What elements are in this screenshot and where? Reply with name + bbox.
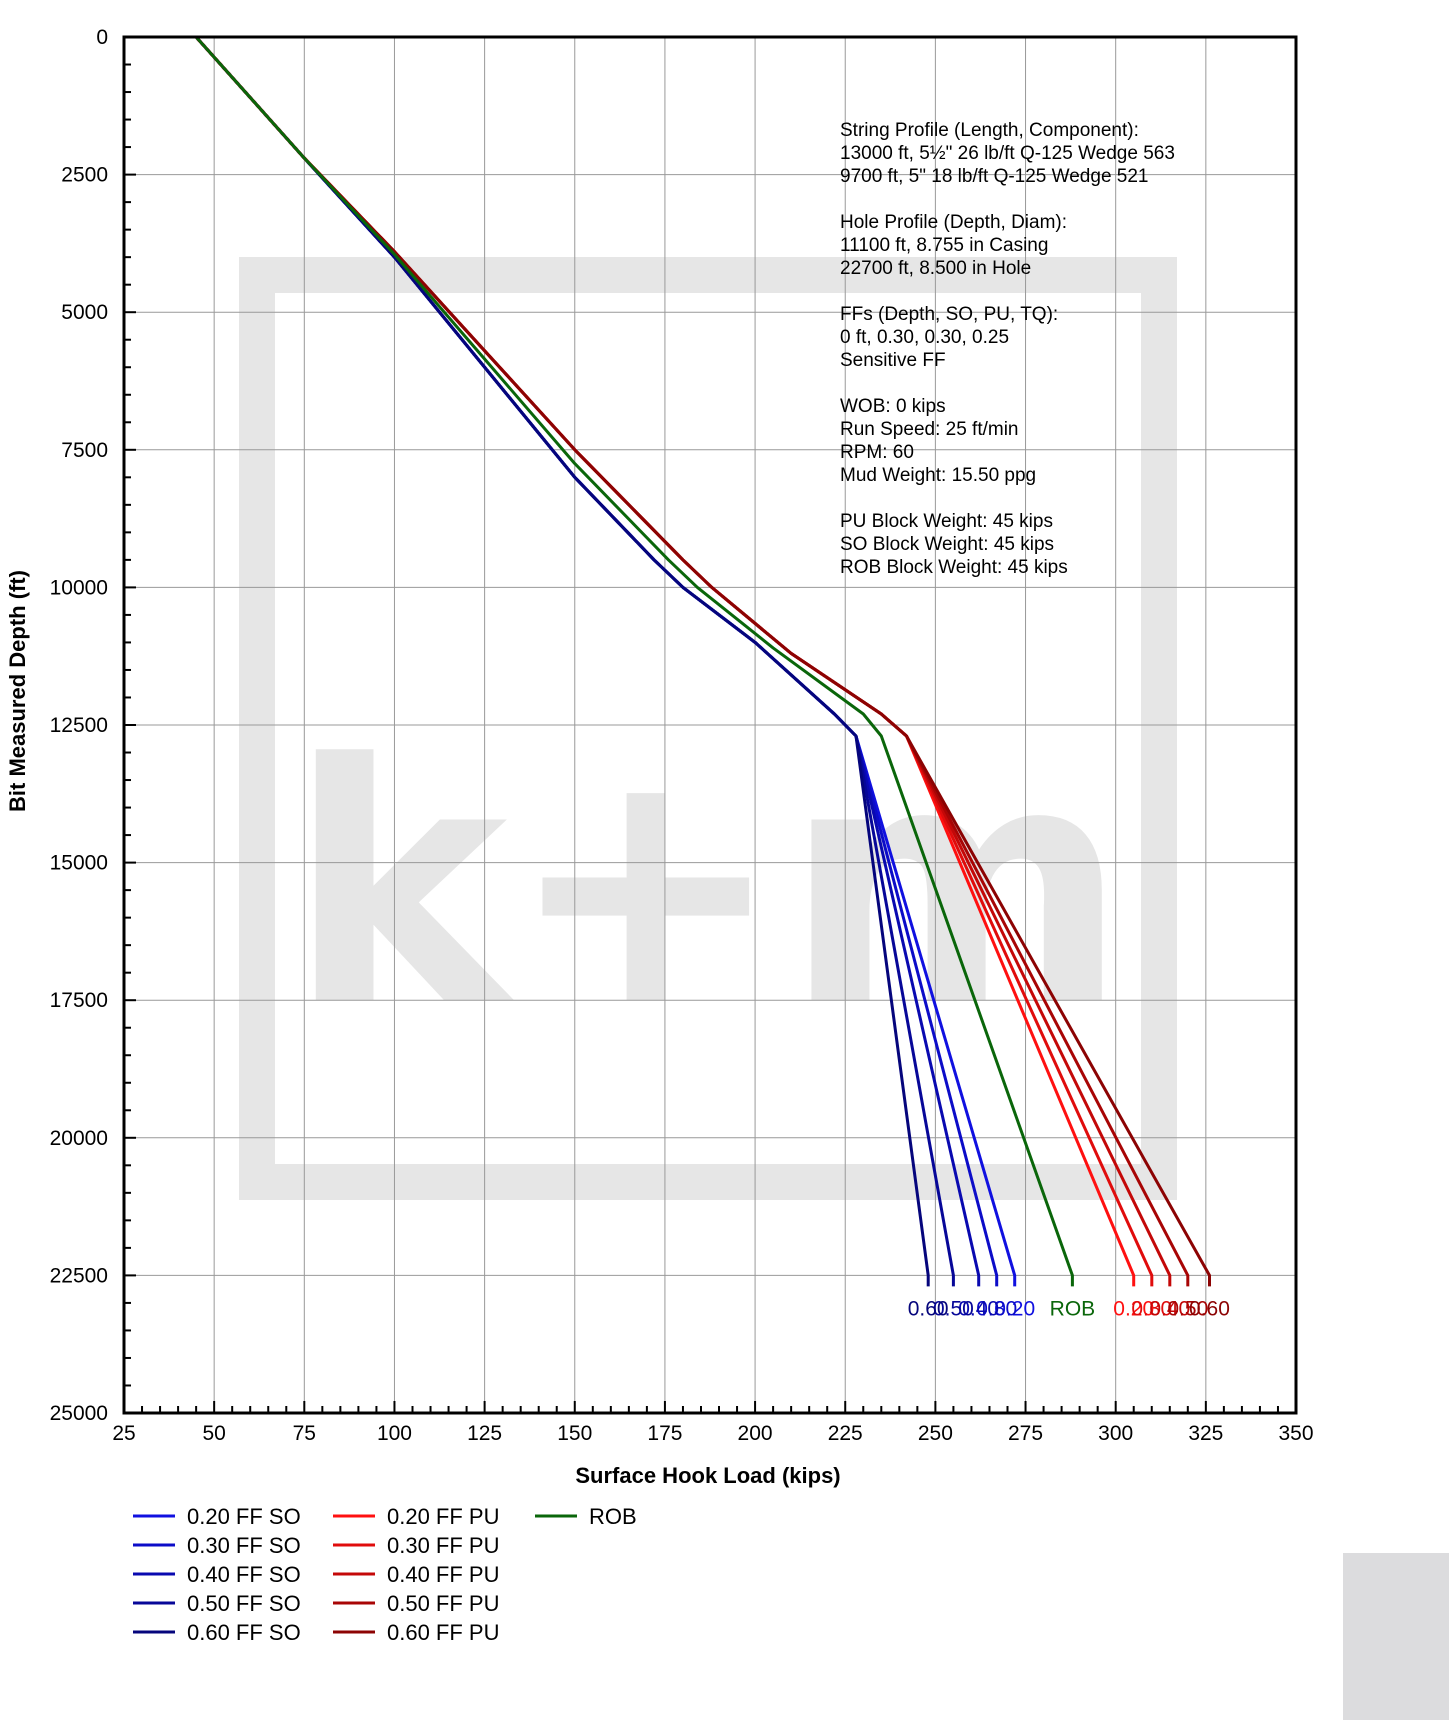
legend-label: 0.60 FF SO xyxy=(187,1620,301,1645)
y-tick-label: 0 xyxy=(96,26,108,49)
y-tick-label: 17500 xyxy=(50,989,108,1012)
x-tick-label: 225 xyxy=(828,1422,863,1445)
series-end-label: 0.60 xyxy=(1189,1297,1230,1320)
info-line: Mud Weight: 15.50 ppg xyxy=(840,465,1036,486)
legend-label: 0.50 FF SO xyxy=(187,1591,301,1616)
info-line: PU Block Weight: 45 kips xyxy=(840,511,1053,532)
x-axis-title: Surface Hook Load (kips) xyxy=(575,1463,840,1488)
x-tick-label: 150 xyxy=(557,1422,592,1445)
info-line: 22700 ft, 8.500 in Hole xyxy=(840,258,1031,279)
info-line: Sensitive FF xyxy=(840,350,946,371)
series-line-0-60-ff-pu xyxy=(194,36,1211,1287)
corner-panel xyxy=(1343,1553,1449,1720)
legend: 0.20 FF SO 0.30 FF SO 0.40 FF SO 0.50 FF SO… xyxy=(133,1504,637,1645)
y-tick-label: 10000 xyxy=(50,576,108,599)
info-line: Hole Profile (Depth, Diam): xyxy=(840,212,1067,233)
info-line: String Profile (Length, Component): xyxy=(840,120,1139,141)
series-end-label: 0.40 xyxy=(1149,1297,1190,1320)
series-end-label: 0.20 xyxy=(1113,1297,1154,1320)
y-tick-label: 7500 xyxy=(61,439,108,462)
legend-label: 0.60 FF PU xyxy=(387,1620,499,1645)
x-tick-label: 350 xyxy=(1278,1422,1313,1445)
series-line-rob xyxy=(194,36,1074,1287)
info-line: FFs (Depth, SO, PU, TQ): xyxy=(840,304,1058,325)
x-tick-label: 75 xyxy=(293,1422,316,1445)
x-tick-label: 300 xyxy=(1098,1422,1133,1445)
legend-label: 0.30 FF SO xyxy=(187,1533,301,1558)
legend-label: 0.20 FF SO xyxy=(187,1504,301,1529)
y-tick-label: 2500 xyxy=(61,164,108,187)
x-axis-ticks: 25 50 75 100 125 150 175 200 225 250 275 300 325 350 xyxy=(112,1401,1314,1445)
x-tick-label: 50 xyxy=(202,1422,225,1445)
info-line: 9700 ft, 5" 18 lb/ft Q-125 Wedge 521 xyxy=(840,166,1149,187)
info-line: WOB: 0 kips xyxy=(840,396,946,417)
series-end-label: 0.30 xyxy=(1131,1297,1172,1320)
info-line: SO Block Weight: 45 kips xyxy=(840,534,1054,555)
legend-label: ROB xyxy=(589,1504,637,1529)
x-tick-label: 325 xyxy=(1188,1422,1223,1445)
y-axis-title: Bit Measured Depth (ft) xyxy=(5,570,30,812)
x-tick-label: 175 xyxy=(647,1422,682,1445)
x-tick-label: 250 xyxy=(918,1422,953,1445)
legend-label: 0.40 FF SO xyxy=(187,1562,301,1587)
x-tick-label: 275 xyxy=(1008,1422,1043,1445)
series-end-label: 0.50 xyxy=(1167,1297,1208,1320)
info-line: 11100 ft, 8.755 in Casing xyxy=(840,235,1048,256)
y-tick-label: 22500 xyxy=(50,1264,108,1287)
y-tick-label: 20000 xyxy=(50,1127,108,1150)
watermark-text: k+m xyxy=(288,694,1128,1078)
series-end-labels: 0.200.300.400.500.60 0.200.300.400.500.60… xyxy=(908,1297,1230,1320)
x-tick-label: 25 xyxy=(112,1422,135,1445)
series-end-label: 0.60 xyxy=(908,1297,949,1320)
info-line: ROB Block Weight: 45 kips xyxy=(840,557,1068,578)
watermark-frame xyxy=(239,257,1177,1200)
series-end-label: 0.30 xyxy=(976,1297,1017,1320)
info-line: 13000 ft, 5½" 26 lb/ft Q-125 Wedge 563 xyxy=(840,143,1175,164)
legend-label: 0.30 FF PU xyxy=(387,1533,499,1558)
km-watermark: k+m xyxy=(239,257,1177,1200)
legend-label: 0.20 FF PU xyxy=(387,1504,499,1529)
legend-label: 0.50 FF PU xyxy=(387,1591,499,1616)
series-end-label: 0.40 xyxy=(958,1297,999,1320)
y-tick-label: 12500 xyxy=(50,714,108,737)
x-tick-label: 125 xyxy=(467,1422,502,1445)
series-end-label: 0.50 xyxy=(933,1297,974,1320)
info-line: RPM: 60 xyxy=(840,442,914,463)
series-end-label: 0.20 xyxy=(994,1297,1035,1320)
y-tick-label: 15000 xyxy=(50,852,108,875)
x-tick-label: 100 xyxy=(377,1422,412,1445)
legend-label: 0.40 FF PU xyxy=(387,1562,499,1587)
series-line-0-60-ff-so xyxy=(194,36,930,1287)
y-tick-label: 5000 xyxy=(61,301,108,324)
info-line: Run Speed: 25 ft/min xyxy=(840,419,1019,440)
series-lines xyxy=(194,36,1211,1287)
y-axis-ticks: 0 2500 5000 7500 10000 12500 15000 17500 20000 22… xyxy=(50,26,136,1425)
y-tick-label: 25000 xyxy=(50,1402,108,1425)
info-annotation: String Profile (Length, Component):13000… xyxy=(840,120,1175,578)
info-line: 0 ft, 0.30, 0.30, 0.25 xyxy=(840,327,1009,348)
series-end-label: ROB xyxy=(1050,1297,1096,1320)
x-tick-label: 200 xyxy=(738,1422,773,1445)
